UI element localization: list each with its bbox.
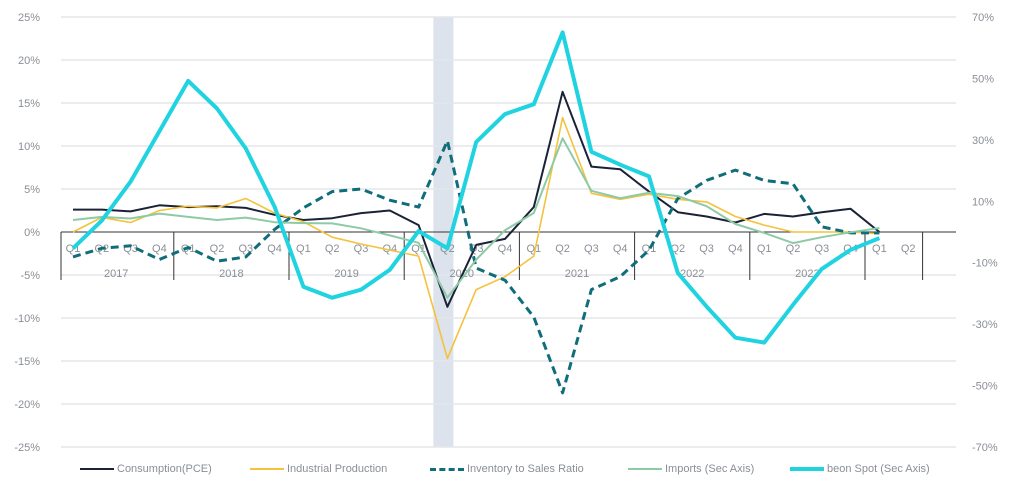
legend-label: Inventory to Sales Ratio [467, 463, 584, 475]
y-tick-label: 15% [18, 98, 40, 110]
x-tick-label: Q4 [613, 243, 628, 255]
x-tick-label: Q2 [555, 243, 570, 255]
legend-label: Imports (Sec Axis) [665, 463, 755, 475]
x-tick-label: Q3 [814, 243, 829, 255]
series-line-beon-spot-sec-axis [71, 30, 881, 345]
x-tick-label: Q2 [786, 243, 801, 255]
legend-label: Consumption(PCE) [117, 463, 212, 475]
series-line-imports-sec-axis [72, 137, 880, 299]
legend-label: beon Spot (Sec Axis) [827, 463, 930, 475]
legend-item-inventory-sales[interactable]: Inventory to Sales Ratio [430, 463, 584, 475]
y-tick-label: -25% [14, 442, 40, 454]
legend-item-industrial-production[interactable]: Industrial Production [250, 463, 387, 475]
x-tick-label: Q2 [210, 243, 225, 255]
year-label: 2021 [565, 268, 589, 280]
x-tick-label: Q4 [152, 243, 167, 255]
legend-swatch [250, 468, 284, 470]
y-tick-label: 0% [24, 227, 40, 239]
x-tick-label: Q1 [757, 243, 772, 255]
x-tick-label: Q2 [901, 243, 916, 255]
x-tick-label: Q2 [325, 243, 340, 255]
y2-tick-label: -30% [972, 319, 998, 331]
x-tick-label: Q4 [382, 243, 397, 255]
x-tick-label: Q3 [354, 243, 369, 255]
series-line-inventory-to-sales-ratio [72, 139, 880, 395]
series-line-industrial-production [72, 116, 880, 360]
x-tick-label: Q3 [584, 243, 599, 255]
x-tick-label: Q1 [526, 243, 541, 255]
year-label: 2017 [104, 268, 128, 280]
legend-item-imports[interactable]: Imports (Sec Axis) [628, 463, 754, 475]
y-tick-label: -5% [20, 270, 40, 282]
legend-swatch [628, 468, 662, 470]
legend: Consumption(PCE) Industrial Production I… [0, 463, 1024, 483]
y2-tick-label: 30% [972, 135, 994, 147]
y-tick-label: -10% [14, 313, 40, 325]
legend-swatch [790, 467, 824, 471]
x-tick-label: Q4 [728, 243, 743, 255]
y-tick-label: -15% [14, 356, 40, 368]
x-tick-label: Q1 [296, 243, 311, 255]
y-tick-label: 25% [18, 12, 40, 24]
y2-tick-label: 50% [972, 73, 994, 85]
x-tick-label: Q1 [872, 243, 887, 255]
y2-tick-label: -10% [972, 258, 998, 270]
y2-tick-label: -70% [972, 442, 998, 454]
y-tick-label: 5% [24, 184, 40, 196]
legend-swatch [430, 467, 464, 471]
y-tick-label: 20% [18, 55, 40, 67]
y-tick-label: -20% [14, 399, 40, 411]
y2-tick-label: 70% [972, 12, 994, 24]
y-tick-label: 10% [18, 141, 40, 153]
legend-item-pce[interactable]: Consumption(PCE) [80, 463, 212, 475]
legend-label: Industrial Production [287, 463, 388, 475]
x-tick-label: Q1 [411, 243, 426, 255]
legend-swatch [80, 468, 114, 470]
x-tick-label: Q3 [699, 243, 714, 255]
y2-tick-label: 10% [972, 196, 994, 208]
x-tick-label: Q2 [670, 243, 685, 255]
x-tick-label: Q4 [498, 243, 513, 255]
y2-tick-label: -50% [972, 381, 998, 393]
x-tick-label: Q4 [267, 243, 282, 255]
year-label: 2022 [680, 268, 704, 280]
year-label: 2019 [334, 268, 358, 280]
legend-item-beon-spot[interactable]: beon Spot (Sec Axis) [790, 463, 930, 475]
year-label: 2018 [219, 268, 243, 280]
